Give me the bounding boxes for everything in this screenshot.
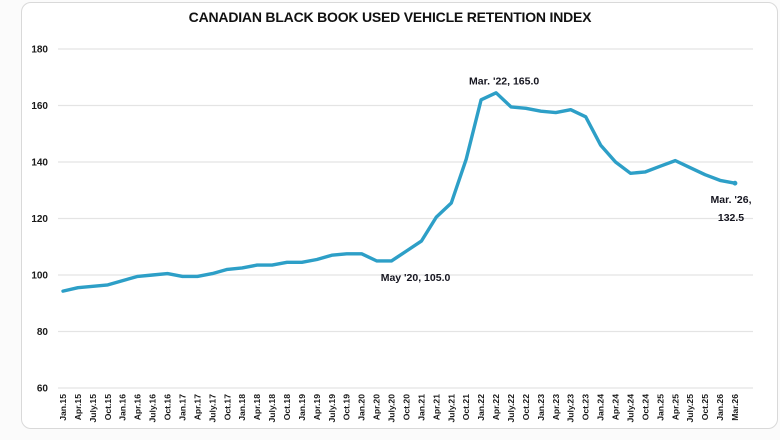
x-axis-tick-label: Oct.23: [581, 394, 591, 420]
x-axis-tick-label: July.18: [267, 394, 277, 423]
x-axis-tick-label: July.19: [327, 394, 337, 423]
x-axis-tick-label: July.23: [566, 394, 576, 423]
x-axis-tick-label: July.16: [148, 394, 158, 423]
chart-title: CANADIAN BLACK BOOK USED VEHICLE RETENTI…: [188, 9, 592, 25]
x-axis-tick-label: Apr.23: [551, 394, 561, 420]
x-axis-tick-label: Apr.25: [670, 394, 680, 420]
x-axis-tick-label: Oct.18: [282, 394, 292, 420]
x-axis-tick-label: Apr.19: [312, 394, 322, 420]
x-axis-tick-label: Jan.17: [177, 394, 187, 421]
annotation-label: 132.5: [718, 212, 744, 224]
x-axis-tick-label: Apr.15: [73, 394, 83, 420]
x-axis-tick-label: Jan.26: [715, 394, 725, 421]
x-axis-tick-label: July.20: [387, 394, 397, 423]
annotation-label: Mar. '26,: [710, 194, 751, 206]
x-axis-tick-label: Jan.16: [118, 394, 128, 421]
x-axis-tick-label: Jan.18: [237, 394, 247, 421]
y-axis-tick-label: 60: [37, 384, 49, 395]
x-axis-tick-label: Apr.20: [372, 394, 382, 420]
x-axis-tick-label: Jan.24: [596, 394, 606, 421]
annotation-label: May '20, 105.0: [381, 272, 451, 284]
x-axis-tick-label: July.22: [506, 394, 516, 423]
chart-card: [21, 2, 778, 429]
x-axis-tick-label: Apr.18: [252, 394, 262, 420]
y-axis-tick-label: 80: [37, 327, 49, 338]
x-axis-tick-label: Oct.17: [222, 394, 232, 420]
series-end-marker: [732, 180, 738, 186]
y-axis-tick-label: 120: [31, 214, 48, 225]
x-axis-tick-label: Oct.22: [521, 394, 531, 420]
x-axis-tick-label: July.24: [625, 394, 635, 423]
x-axis-tick-label: July.17: [207, 394, 217, 423]
x-axis-tick-label: Oct.21: [461, 394, 471, 420]
annotation-label: Mar. '22, 165.0: [469, 75, 539, 87]
x-axis-tick-label: Apr.21: [431, 394, 441, 420]
x-axis-tick-label: Jan.25: [655, 394, 665, 421]
x-axis-tick-label: Jan.19: [297, 394, 307, 421]
x-axis-tick-label: Jan.23: [536, 394, 546, 421]
x-axis-tick-label: Jan.20: [357, 394, 367, 421]
x-axis-tick-label: Oct.24: [640, 394, 650, 420]
y-axis-tick-label: 140: [31, 158, 48, 169]
x-axis-tick-label: July.15: [88, 394, 98, 423]
x-axis-tick-label: Jan.22: [476, 394, 486, 421]
x-axis-tick-label: Mar.26: [730, 394, 740, 421]
y-axis-tick-label: 180: [31, 45, 48, 56]
x-axis-tick-label: Apr.16: [133, 394, 143, 420]
x-axis-tick-label: Oct.25: [700, 394, 710, 420]
x-axis-tick-label: Jan.21: [416, 394, 426, 421]
x-axis-tick-label: Oct.19: [342, 394, 352, 420]
x-axis-tick-label: Oct.16: [163, 394, 173, 420]
series-line: [61, 91, 737, 293]
x-axis-tick-label: July.21: [446, 394, 456, 423]
x-axis-tick-label: Oct.15: [103, 394, 113, 420]
x-axis-tick-label: Jan.15: [58, 394, 68, 421]
y-axis-tick-label: 100: [31, 271, 48, 282]
x-axis-tick-label: Oct.20: [401, 394, 411, 420]
x-axis-tick-label: July.25: [685, 394, 695, 423]
x-axis-tick-label: Apr.24: [611, 394, 621, 420]
x-axis-tick-label: Apr.22: [491, 394, 501, 420]
x-axis-tick-label: Apr.17: [192, 394, 202, 420]
y-axis-tick-label: 160: [31, 101, 48, 112]
